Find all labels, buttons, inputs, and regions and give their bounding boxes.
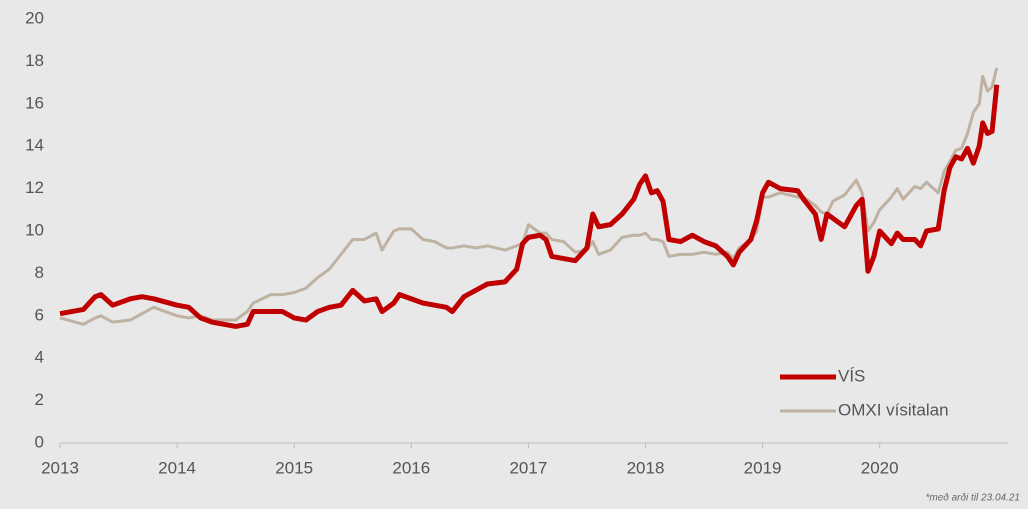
x-tick-label: 2019 bbox=[744, 458, 782, 477]
y-tick-label: 6 bbox=[35, 305, 44, 324]
x-tick-label: 2018 bbox=[627, 458, 665, 477]
x-tick-label: 2017 bbox=[509, 458, 547, 477]
x-tick-label: 2020 bbox=[861, 458, 899, 477]
y-tick-label: 12 bbox=[25, 178, 44, 197]
footnote: *með arði til 23.04.21 bbox=[925, 493, 1020, 504]
legend-label: VÍS bbox=[838, 366, 865, 385]
legend-label: OMXI vísitalan bbox=[838, 400, 949, 419]
x-tick-label: 2015 bbox=[275, 458, 313, 477]
y-tick-label: 18 bbox=[25, 51, 44, 70]
y-tick-label: 14 bbox=[25, 136, 44, 155]
y-tick-label: 10 bbox=[25, 220, 44, 239]
y-tick-label: 0 bbox=[35, 432, 44, 451]
series-line bbox=[59, 67, 999, 326]
y-tick-label: 16 bbox=[25, 93, 44, 112]
x-tick-label: 2016 bbox=[392, 458, 430, 477]
y-tick-label: 4 bbox=[35, 348, 44, 367]
y-tick-label: 8 bbox=[35, 263, 44, 282]
x-tick-label: 2014 bbox=[158, 458, 196, 477]
y-tick-label: 2 bbox=[35, 390, 44, 409]
y-tick-label: 20 bbox=[25, 8, 44, 27]
series-line bbox=[59, 84, 1000, 329]
x-tick-label: 2013 bbox=[41, 458, 79, 477]
